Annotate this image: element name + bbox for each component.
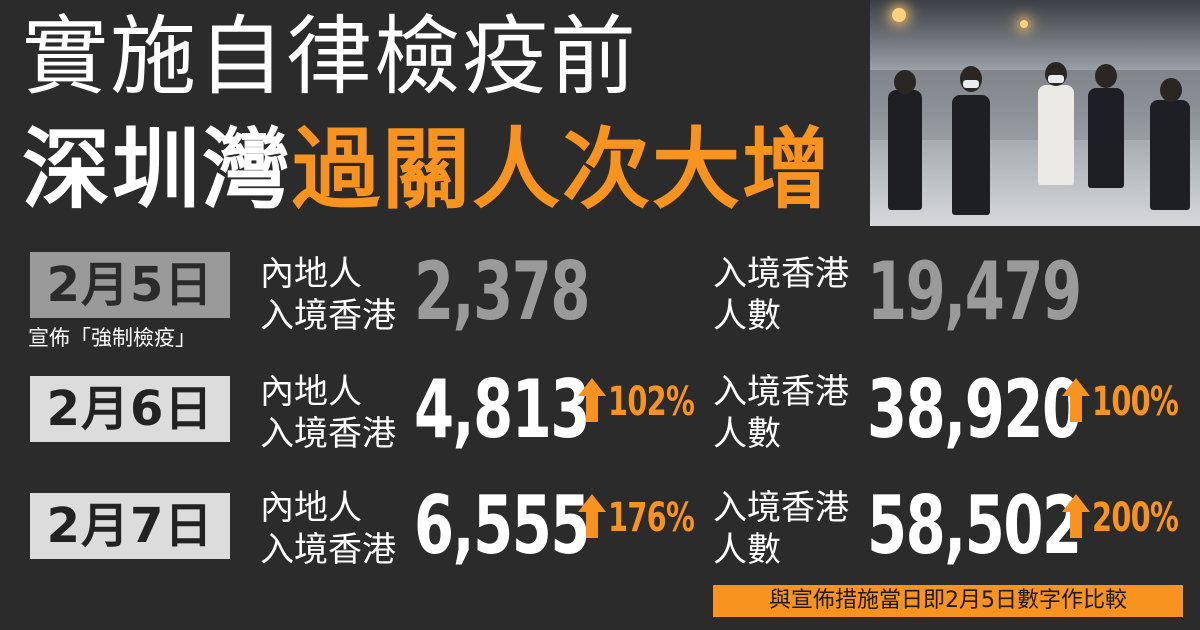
total-label: 入境香港	[713, 372, 849, 412]
title-highlight: 過關人次大增	[292, 118, 833, 221]
date-badge: 2月7日	[30, 493, 230, 559]
date-badge: 2月6日	[30, 376, 230, 442]
person-figure	[1088, 88, 1124, 188]
total-value: 38,920	[867, 363, 1082, 456]
total-value: 19,479	[867, 245, 1082, 338]
face-mask	[1048, 75, 1064, 83]
up-arrow-icon	[1062, 378, 1090, 422]
mainland-label: 入境香港	[260, 530, 396, 570]
comparison-footnote: 與宣佈措施當日即2月5日數字作比較	[713, 585, 1183, 617]
mainland-value: 6,555	[414, 479, 590, 572]
date-badge: 2月5日	[30, 252, 230, 318]
photo-ceiling	[870, 0, 1200, 70]
crowd-photo	[870, 0, 1200, 226]
mainland-label: 入境香港	[260, 414, 396, 454]
total-change: 200%	[1092, 495, 1179, 541]
mainland-value: 4,813	[414, 363, 590, 456]
lamp-icon	[892, 8, 906, 22]
total-label: 人數	[713, 296, 781, 336]
title-line-1: 實施自律檢疫前	[22, 7, 638, 107]
person-head	[894, 70, 916, 94]
person-figure	[952, 95, 990, 215]
mainland-label: 內地人	[260, 372, 362, 412]
up-arrow-icon	[1062, 494, 1090, 538]
total-label: 人數	[713, 414, 781, 454]
total-value: 58,502	[867, 479, 1082, 572]
photo-floor	[870, 140, 1200, 226]
mainland-label: 入境香港	[260, 296, 396, 336]
total-label: 人數	[713, 530, 781, 570]
person-head	[960, 66, 982, 92]
mainland-value: 2,378	[414, 245, 590, 338]
total-change: 100%	[1092, 379, 1179, 425]
up-arrow-icon	[578, 494, 606, 538]
lamp-icon	[1020, 20, 1028, 28]
mainland-label: 內地人	[260, 254, 362, 294]
mainland-label: 內地人	[260, 488, 362, 528]
title-location: 深圳灣	[22, 118, 293, 221]
mainland-change: 102%	[608, 379, 695, 425]
person-head	[1160, 78, 1182, 102]
person-figure	[1038, 85, 1074, 185]
face-mask	[963, 80, 979, 88]
person-figure	[1150, 100, 1190, 210]
person-figure	[888, 90, 922, 210]
title-line-2: 深圳灣過關人次大增	[22, 126, 832, 214]
mainland-change: 176%	[608, 495, 695, 541]
total-label: 入境香港	[713, 254, 849, 294]
up-arrow-icon	[578, 378, 606, 422]
total-label: 入境香港	[713, 488, 849, 528]
person-head	[1095, 64, 1117, 88]
announcement-note: 宣佈「強制檢疫」	[28, 326, 196, 350]
